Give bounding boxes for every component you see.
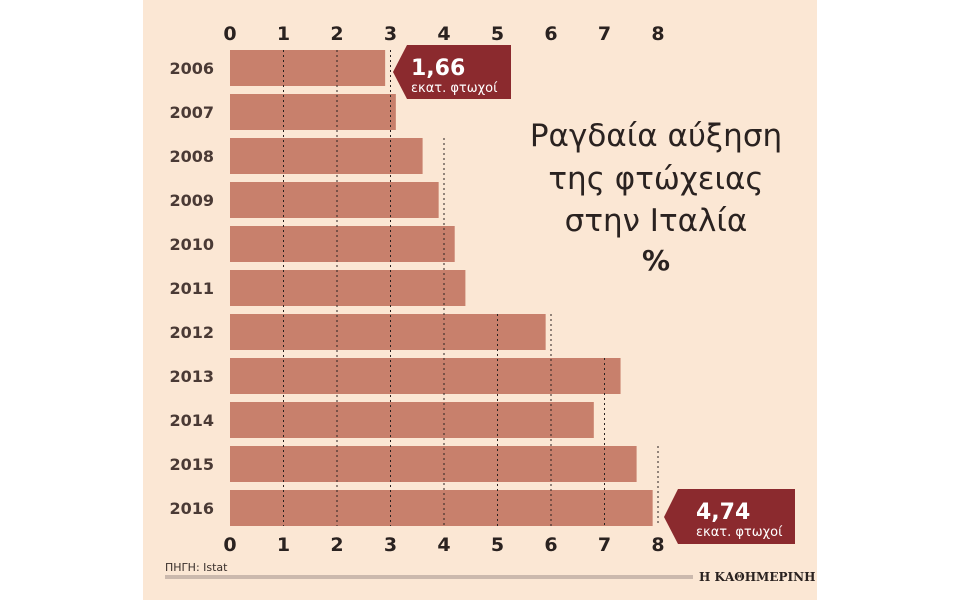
bar-2012 xyxy=(230,314,546,350)
title-line-2: της φτώχειας xyxy=(548,161,763,197)
year-label-2015: 2015 xyxy=(169,455,214,474)
x-tick-top-3: 3 xyxy=(384,23,397,45)
x-tick-bottom-5: 5 xyxy=(491,534,504,556)
year-label-2012: 2012 xyxy=(169,323,214,342)
x-tick-bottom-2: 2 xyxy=(330,534,343,556)
year-label-2013: 2013 xyxy=(169,367,214,386)
x-tick-bottom-1: 1 xyxy=(277,534,290,556)
x-tick-bottom-3: 3 xyxy=(384,534,397,556)
year-label-2006: 2006 xyxy=(169,59,214,78)
year-label-2014: 2014 xyxy=(169,411,214,430)
callout-2016-value: 4,74 xyxy=(696,500,750,525)
year-label-2008: 2008 xyxy=(169,147,214,166)
x-tick-top-4: 4 xyxy=(437,23,450,45)
callout-2016: 4,74 εκατ. φτωχοί xyxy=(664,489,795,544)
year-label-2011: 2011 xyxy=(169,279,214,298)
callout-2006-shape xyxy=(393,45,511,99)
callout-2006: 1,66 εκατ. φτωχοί xyxy=(393,45,511,99)
brand-logo: Η ΚΑΘΗΜΕΡΙΝΗ xyxy=(699,570,815,584)
x-tick-top-8: 8 xyxy=(651,23,664,45)
x-tick-top-1: 1 xyxy=(277,23,290,45)
title-line-3: στην Ιταλία xyxy=(565,203,748,239)
bar-layer xyxy=(230,50,653,526)
grid-layer xyxy=(283,50,659,526)
bar-2011 xyxy=(230,270,466,306)
x-tick-top-7: 7 xyxy=(598,23,611,45)
poverty-bar-chart: 0 1 2 3 4 5 6 7 8 0 1 2 3 4 5 6 7 8 2006 2007 2008 2009 2010… xyxy=(165,23,815,584)
bar-2010 xyxy=(230,226,455,262)
callout-2006-value: 1,66 xyxy=(411,56,465,81)
x-tick-top-5: 5 xyxy=(491,23,504,45)
x-tick-bottom-7: 7 xyxy=(598,534,611,556)
footer-rule xyxy=(165,575,693,579)
bar-2007 xyxy=(230,94,396,130)
year-label-2010: 2010 xyxy=(169,235,214,254)
chart-title: Ραγδαία αύξηση της φτώχειας στην Ιταλία … xyxy=(530,118,782,277)
chart-panel: 0 1 2 3 4 5 6 7 8 0 1 2 3 4 5 6 7 8 2006 2007 2008 2009 2010… xyxy=(143,0,817,600)
callout-2006-unit: εκατ. φτωχοί xyxy=(411,81,498,96)
x-tick-top-0: 0 xyxy=(223,23,236,45)
callout-2016-shape xyxy=(664,489,795,544)
bar-2006 xyxy=(230,50,386,86)
bar-2013 xyxy=(230,358,621,394)
x-axis-bottom: 0 1 2 3 4 5 6 7 8 xyxy=(223,534,664,556)
bar-2016 xyxy=(230,490,653,526)
x-tick-bottom-6: 6 xyxy=(544,534,557,556)
x-tick-top-2: 2 xyxy=(330,23,343,45)
year-label-2009: 2009 xyxy=(169,191,214,210)
bar-2009 xyxy=(230,182,439,218)
callout-2016-unit: εκατ. φτωχοί xyxy=(696,525,783,540)
unit-label: % xyxy=(642,244,670,277)
bar-2014 xyxy=(230,402,594,438)
year-labels: 2006 2007 2008 2009 2010 2011 2012 2013 2014 2015… xyxy=(169,59,214,518)
source-label: ΠΗΓΗ: Istat xyxy=(165,561,228,574)
x-tick-top-6: 6 xyxy=(544,23,557,45)
title-line-1: Ραγδαία αύξηση xyxy=(530,118,782,154)
bar-2008 xyxy=(230,138,423,174)
bar-2015 xyxy=(230,446,637,482)
x-tick-bottom-0: 0 xyxy=(223,534,236,556)
x-axis-top: 0 1 2 3 4 5 6 7 8 xyxy=(223,23,664,45)
x-tick-bottom-8: 8 xyxy=(651,534,664,556)
year-label-2007: 2007 xyxy=(169,103,214,122)
year-label-2016: 2016 xyxy=(169,499,214,518)
x-tick-bottom-4: 4 xyxy=(437,534,450,556)
